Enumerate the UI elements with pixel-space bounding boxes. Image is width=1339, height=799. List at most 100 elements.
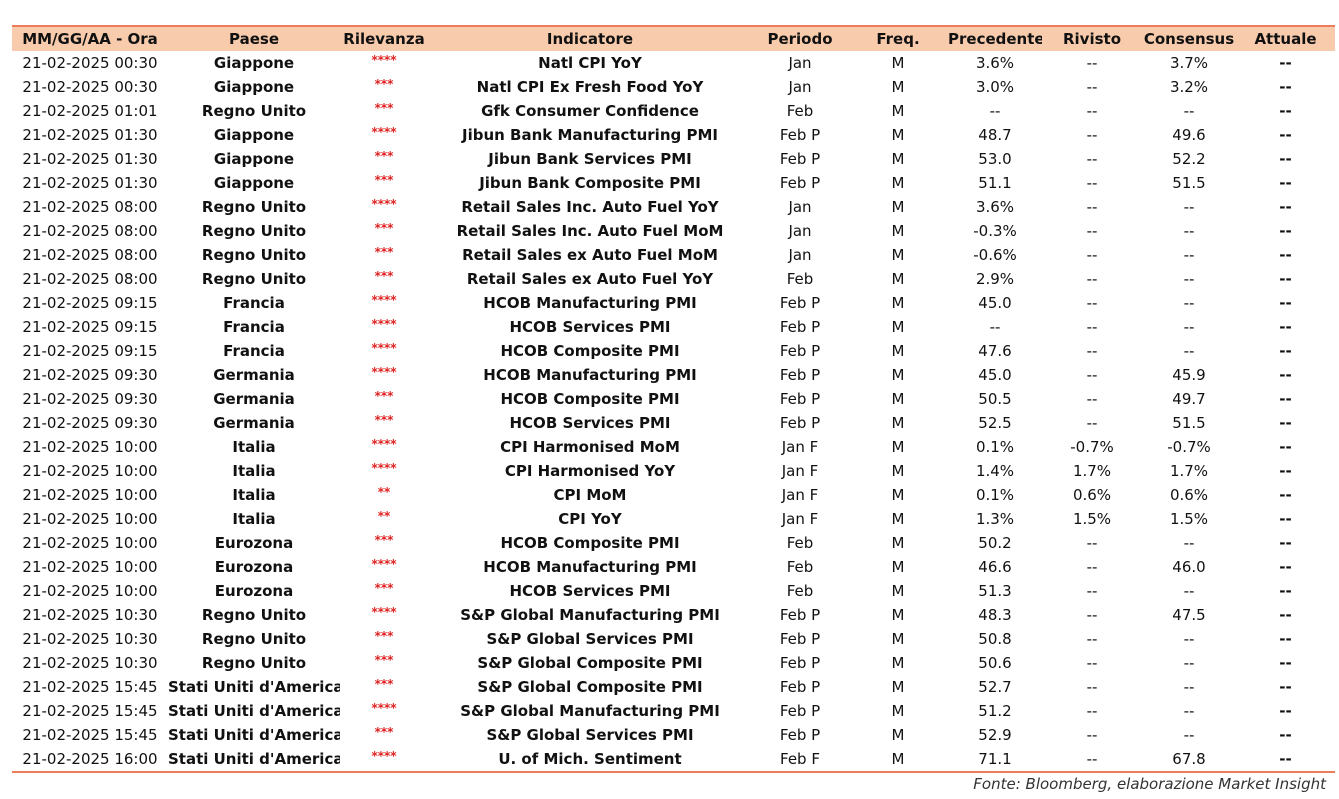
table-cell: Eurozona <box>214 534 294 552</box>
header-cell: Precedente <box>948 26 1042 51</box>
table-cell: ** <box>377 509 391 523</box>
table-cell: Jibun Bank Composite PMI <box>479 174 701 192</box>
table-cell: Regno Unito <box>201 222 307 240</box>
table-cell: -- <box>989 318 1001 336</box>
table-cell: M <box>891 126 905 144</box>
table-cell: Feb P <box>779 678 821 696</box>
table-row: 21-02-2025 15:45 Stati Uniti d'America ***… <box>12 723 1335 747</box>
table-cell: Feb P <box>779 318 821 336</box>
table-row: 21-02-2025 09:30 Germania *** HCOB Services… <box>12 411 1335 435</box>
table-row: 21-02-2025 09:30 Germania *** HCOB Composit… <box>12 387 1335 411</box>
table-row: 21-02-2025 10:30 Regno Unito *** S&P Global… <box>12 651 1335 675</box>
table-cell: M <box>891 390 905 408</box>
table-cell: HCOB Composite PMI <box>500 534 680 552</box>
table-cell: Feb P <box>779 654 821 672</box>
table-cell: -- <box>1086 150 1098 168</box>
table-cell: M <box>891 462 905 480</box>
header-cell: Attuale <box>1236 26 1335 51</box>
table-cell: M <box>891 414 905 432</box>
table-cell: 21-02-2025 10:00 <box>22 462 158 480</box>
table-cell: 21-02-2025 10:00 <box>22 534 158 552</box>
table-cell: *** <box>374 653 394 667</box>
table-cell: -- <box>1086 342 1098 360</box>
table-cell: -0.6% <box>973 246 1017 264</box>
table-cell: Natl CPI Ex Fresh Food YoY <box>476 78 704 96</box>
table-cell: Feb P <box>779 414 821 432</box>
table-cell: -- <box>1183 270 1195 288</box>
table-body: 21-02-2025 00:30 Giappone **** Natl CPI YoY… <box>12 51 1335 772</box>
table-cell: M <box>891 150 905 168</box>
table-cell: Jibun Bank Services PMI <box>488 150 692 168</box>
table-cell: **** <box>371 125 397 139</box>
table-cell: -- <box>1183 630 1195 648</box>
table-cell: Giappone <box>213 78 295 96</box>
table-cell: Regno Unito <box>201 270 307 288</box>
table-cell: -- <box>1086 390 1098 408</box>
table-cell: 46.6 <box>978 558 1012 576</box>
table-cell: -- <box>1086 630 1098 648</box>
table-cell: -- <box>1086 102 1098 120</box>
table-cell: HCOB Services PMI <box>509 414 671 432</box>
table-cell: 21-02-2025 08:00 <box>22 246 158 264</box>
table-cell: -- <box>1086 246 1098 264</box>
table-cell: 52.2 <box>1172 150 1206 168</box>
table-cell: Jan F <box>781 486 819 504</box>
table-cell: -- <box>1279 606 1292 624</box>
table-cell: -- <box>1086 654 1098 672</box>
table-cell: -- <box>1279 294 1292 312</box>
table-cell: Retail Sales Inc. Auto Fuel YoY <box>461 198 719 216</box>
table-cell: 51.2 <box>978 702 1012 720</box>
header-cell: Periodo <box>752 26 848 51</box>
table-cell: S&P Global Services PMI <box>486 630 694 648</box>
table-cell: Feb <box>786 558 814 576</box>
table-cell: *** <box>374 269 394 283</box>
table-cell: M <box>891 582 905 600</box>
table-cell: -- <box>1279 582 1292 600</box>
table-cell: Stati Uniti d'America <box>168 678 340 696</box>
table-cell: -- <box>1279 318 1292 336</box>
table-cell: Jibun Bank Manufacturing PMI <box>462 126 718 144</box>
table-cell: 50.2 <box>978 534 1012 552</box>
table-cell: -- <box>1086 678 1098 696</box>
table-cell: S&P Global Services PMI <box>486 726 694 744</box>
table-cell: -- <box>1183 222 1195 240</box>
table-cell: Giappone <box>213 126 295 144</box>
table-cell: 3.2% <box>1169 78 1209 96</box>
table-cell: *** <box>374 629 394 643</box>
header-row: MM/GG/AA - Ora Paese Rilevanza Indicatore Pe… <box>12 26 1335 51</box>
table-cell: 21-02-2025 08:00 <box>22 270 158 288</box>
table-cell: Regno Unito <box>201 198 307 216</box>
table-row: 21-02-2025 16:00 Stati Uniti d'America ***… <box>12 747 1335 772</box>
table-cell: 21-02-2025 01:30 <box>22 126 158 144</box>
table-row: 21-02-2025 10:00 Italia ** CPI MoM Jan F M 0.1… <box>12 483 1335 507</box>
table-cell: 3.7% <box>1169 54 1209 72</box>
table-cell: CPI Harmonised MoM <box>500 438 680 456</box>
table-cell: 45.0 <box>978 294 1012 312</box>
table-cell: 21-02-2025 00:30 <box>22 78 158 96</box>
table-cell: 49.7 <box>1172 390 1206 408</box>
table-row: 21-02-2025 08:00 Regno Unito *** Retail Sal… <box>12 219 1335 243</box>
table-cell: Feb P <box>779 126 821 144</box>
table-cell: M <box>891 54 905 72</box>
table-cell: 67.8 <box>1172 750 1206 768</box>
table-cell: -- <box>1279 438 1292 456</box>
table-cell: 0.1% <box>975 438 1015 456</box>
table-cell: 21-02-2025 10:00 <box>22 510 158 528</box>
table-cell: 1.3% <box>975 510 1015 528</box>
table-cell: Feb F <box>780 750 820 768</box>
table-row: 21-02-2025 08:00 Regno Unito *** Retail Sal… <box>12 267 1335 291</box>
table-cell: Jan <box>788 198 812 216</box>
table-cell: -- <box>1279 390 1292 408</box>
table-cell: Germania <box>213 390 295 408</box>
table-cell: Regno Unito <box>201 654 307 672</box>
table-cell: **** <box>371 317 397 331</box>
table-cell: M <box>891 270 905 288</box>
table-cell: 21-02-2025 10:30 <box>22 654 158 672</box>
table-row: 21-02-2025 09:15 Francia **** HCOB Manufact… <box>12 291 1335 315</box>
table-cell: Natl CPI YoY <box>538 54 642 72</box>
table-cell: -- <box>1183 534 1195 552</box>
table-cell: Feb P <box>779 726 821 744</box>
table-cell: 50.5 <box>978 390 1012 408</box>
table-cell: -- <box>1183 198 1195 216</box>
